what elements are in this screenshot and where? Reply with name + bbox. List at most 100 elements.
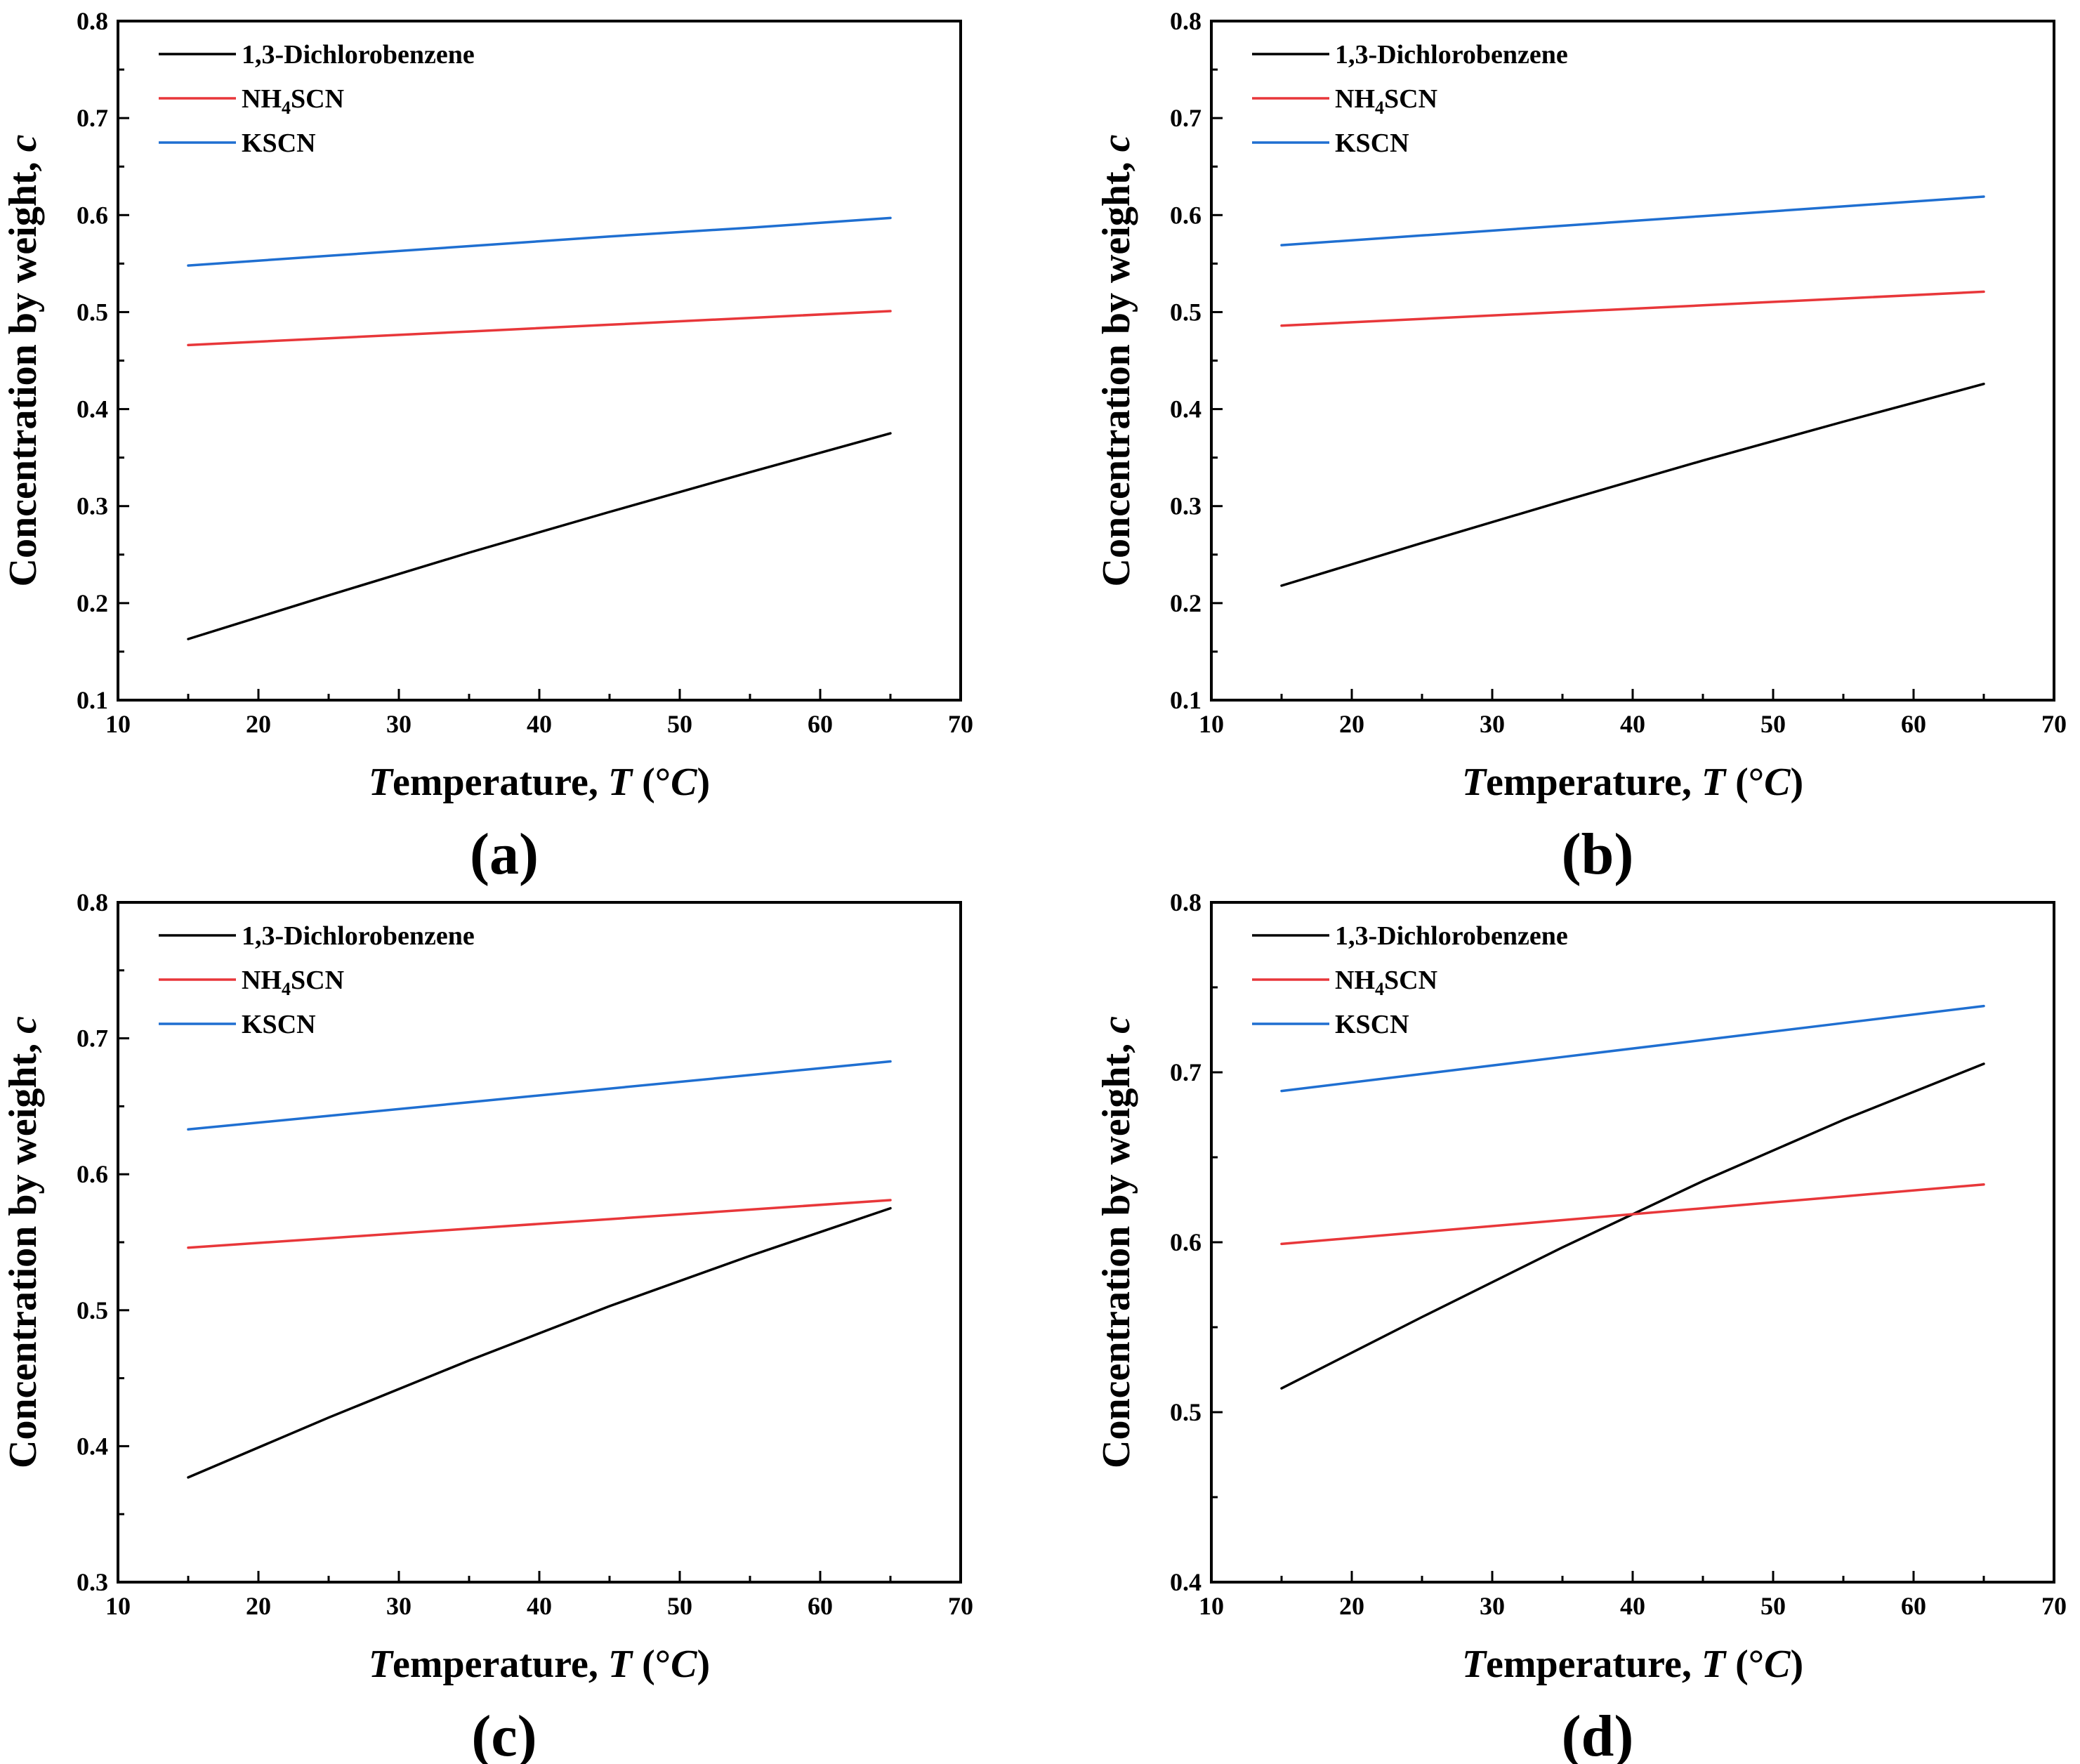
x-tick-label: 10 [1199, 710, 1224, 738]
y-tick-label: 0.7 [77, 104, 108, 132]
y-axis-title: Concentration by weight, c [1095, 1016, 1138, 1468]
legend-label: KSCN [1335, 1010, 1409, 1039]
x-tick-label: 30 [386, 1592, 412, 1620]
y-tick-label: 0.5 [1170, 1398, 1202, 1426]
x-tick-label: 70 [2041, 1592, 2067, 1620]
chart-panel-b: 10 20 30 40 50 60 70 0.1 0.2 0.3 0.4 0.5 0.6 0.7 0.8 1,… [1095, 7, 2067, 887]
x-tick-label: 40 [1620, 710, 1645, 738]
legend-label: NH4SCN [242, 966, 344, 999]
y-tick-label: 0.2 [1170, 589, 1202, 617]
x-tick-label: 60 [1901, 710, 1926, 738]
chart-panel-d: 10 20 30 40 50 60 70 0.4 0.5 0.6 0.7 0.8 1,3-Dichlor… [1095, 888, 2067, 1764]
y-tick-label: 0.4 [77, 395, 108, 423]
series-line-1-3-dichlorobenzene [187, 1206, 892, 1479]
x-tick-label: 60 [808, 710, 833, 738]
y-tick-label: 0.8 [77, 888, 108, 916]
chart-panel-c: 10 20 30 40 50 60 70 0.3 0.4 0.5 0.6 0.7 0.8 1,3-Dich… [1, 888, 973, 1764]
x-tick-label: 60 [808, 1592, 833, 1620]
plot-frame [117, 20, 962, 702]
series-line-1-3-dichlorobenzene [1280, 1062, 1985, 1390]
series-line-kscn [1280, 195, 1985, 246]
x-tick-label: 50 [667, 1592, 692, 1620]
y-tick-label: 0.3 [77, 1568, 108, 1596]
panel-label: (c) [471, 1704, 537, 1764]
x-axis-title: Temperature, T (°C) [369, 761, 710, 804]
series-line-1-3-dichlorobenzene [187, 432, 892, 640]
panel-label: (a) [470, 822, 539, 887]
legend-label: NH4SCN [1335, 966, 1437, 999]
x-tick-label: 30 [1480, 1592, 1505, 1620]
legend-label: 1,3-Dichlorobenzene [242, 40, 475, 70]
y-tick-label: 0.1 [1170, 686, 1202, 714]
y-axis-title: Concentration by weight, c [1, 1016, 45, 1468]
x-tick-label: 20 [246, 1592, 271, 1620]
x-tick-label: 20 [246, 710, 271, 738]
y-tick-label: 0.8 [1170, 888, 1202, 916]
chart-panel-a: 10 20 30 40 50 60 70 0.1 0.2 0.3 0.4 0.5 0.6 0.7 0.8 1,… [1, 7, 973, 887]
legend-label: KSCN [242, 129, 316, 158]
y-tick-label: 0.4 [1170, 395, 1202, 423]
x-tick-label: 50 [1760, 710, 1786, 738]
legend-label: 1,3-Dichlorobenzene [1335, 40, 1568, 70]
series-line-nh4scn [187, 1199, 892, 1249]
x-tick-label: 10 [105, 1592, 131, 1620]
x-tick-label: 40 [527, 710, 552, 738]
x-tick-label: 10 [1199, 1592, 1224, 1620]
y-tick-label: 0.6 [77, 201, 108, 229]
series-line-nh4scn [1280, 1183, 1985, 1246]
series-line-1-3-dichlorobenzene [1280, 382, 1985, 587]
y-tick-label: 0.7 [1170, 1058, 1202, 1086]
x-tick-label: 20 [1339, 1592, 1364, 1620]
series-line-kscn [187, 216, 892, 267]
plot-frame [1210, 901, 2055, 1584]
x-tick-label: 30 [1480, 710, 1505, 738]
y-axis-title: Concentration by weight, c [1, 134, 45, 586]
x-tick-label: 40 [1620, 1592, 1645, 1620]
panel-label: (d) [1562, 1704, 1634, 1764]
x-tick-label: 30 [386, 710, 412, 738]
x-axis-title: Temperature, T (°C) [369, 1643, 710, 1686]
legend-label: KSCN [242, 1010, 316, 1039]
y-tick-label: 0.3 [1170, 492, 1202, 520]
y-tick-label: 0.3 [77, 492, 108, 520]
x-tick-label: 70 [948, 1592, 973, 1620]
series-line-kscn [187, 1060, 892, 1131]
x-tick-label: 50 [1760, 1592, 1786, 1620]
x-tick-label: 60 [1901, 1592, 1926, 1620]
y-tick-label: 0.6 [1170, 201, 1202, 229]
y-tick-label: 0.8 [1170, 7, 1202, 35]
legend-label: KSCN [1335, 129, 1409, 158]
plot-frame [117, 901, 962, 1584]
y-tick-label: 0.8 [77, 7, 108, 35]
y-tick-label: 0.6 [77, 1160, 108, 1188]
x-tick-label: 40 [527, 1592, 552, 1620]
legend-label: NH4SCN [1335, 84, 1437, 118]
legend-label: 1,3-Dichlorobenzene [242, 921, 475, 951]
y-tick-label: 0.6 [1170, 1228, 1202, 1256]
x-axis-title: Temperature, T (°C) [1462, 761, 1803, 804]
x-axis-title: Temperature, T (°C) [1462, 1643, 1803, 1686]
y-tick-label: 0.7 [77, 1025, 108, 1053]
y-tick-label: 0.4 [1170, 1568, 1202, 1596]
y-tick-label: 0.7 [1170, 104, 1202, 132]
panel-label: (b) [1562, 822, 1634, 887]
y-tick-label: 0.5 [77, 298, 108, 326]
y-tick-label: 0.1 [77, 686, 108, 714]
legend-label: NH4SCN [242, 84, 344, 118]
x-tick-label: 10 [105, 710, 131, 738]
x-tick-label: 20 [1339, 710, 1364, 738]
x-tick-label: 50 [667, 710, 692, 738]
y-tick-label: 0.5 [1170, 298, 1202, 326]
series-line-kscn [1280, 1004, 1985, 1093]
x-tick-label: 70 [948, 710, 973, 738]
legend-label: 1,3-Dichlorobenzene [1335, 921, 1568, 951]
y-tick-label: 0.4 [77, 1432, 108, 1460]
series-line-nh4scn [1280, 290, 1985, 327]
plot-frame [1210, 20, 2055, 702]
series-line-nh4scn [187, 310, 892, 347]
y-tick-label: 0.2 [77, 589, 108, 617]
y-axis-title: Concentration by weight, c [1095, 134, 1138, 586]
x-tick-label: 70 [2041, 710, 2067, 738]
y-tick-label: 0.5 [77, 1296, 108, 1324]
